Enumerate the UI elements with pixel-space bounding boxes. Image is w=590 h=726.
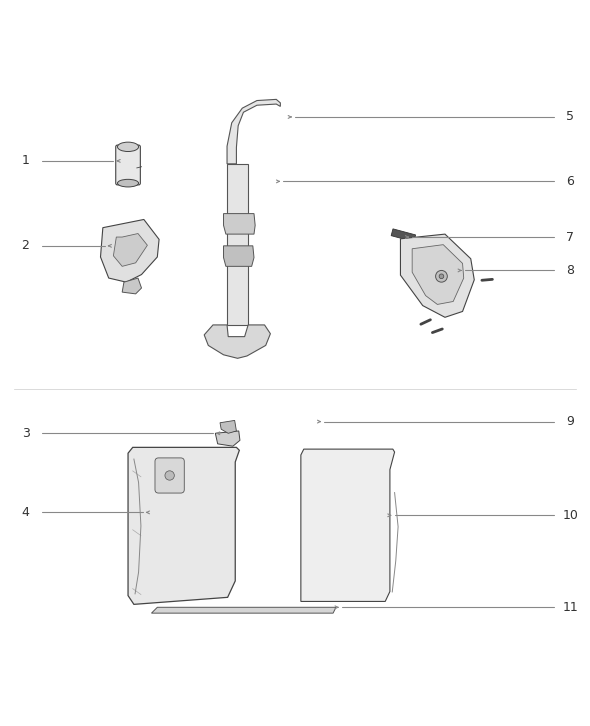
FancyBboxPatch shape — [155, 458, 184, 493]
Text: 4: 4 — [22, 506, 30, 519]
Polygon shape — [215, 431, 240, 446]
Polygon shape — [204, 325, 270, 359]
Text: 9: 9 — [566, 415, 574, 428]
Circle shape — [435, 271, 447, 282]
Circle shape — [439, 274, 444, 279]
Ellipse shape — [117, 142, 139, 152]
Polygon shape — [128, 447, 240, 604]
Text: 11: 11 — [562, 601, 578, 613]
Circle shape — [165, 470, 174, 480]
Ellipse shape — [117, 179, 139, 187]
Polygon shape — [152, 607, 336, 613]
Polygon shape — [401, 234, 474, 317]
Polygon shape — [113, 234, 148, 266]
Polygon shape — [122, 278, 142, 294]
Polygon shape — [391, 229, 415, 242]
Text: 3: 3 — [22, 427, 30, 440]
Polygon shape — [412, 245, 464, 304]
Polygon shape — [224, 246, 254, 266]
Polygon shape — [227, 164, 248, 325]
Polygon shape — [227, 99, 280, 164]
Polygon shape — [301, 449, 395, 601]
Polygon shape — [220, 420, 237, 433]
Text: 5: 5 — [566, 110, 574, 123]
Polygon shape — [100, 219, 159, 282]
Text: 8: 8 — [566, 264, 574, 277]
Text: 1: 1 — [22, 155, 30, 168]
Polygon shape — [224, 213, 255, 234]
FancyBboxPatch shape — [116, 145, 140, 185]
Text: 6: 6 — [566, 175, 574, 188]
Text: 10: 10 — [562, 509, 578, 522]
Text: 2: 2 — [22, 240, 30, 253]
Text: 7: 7 — [566, 231, 574, 243]
